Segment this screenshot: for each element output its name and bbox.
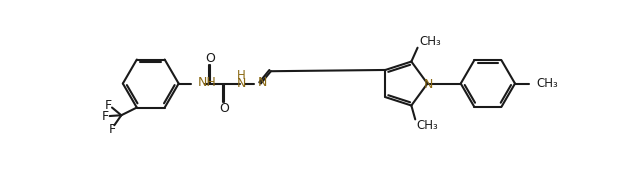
Text: N: N [423, 78, 433, 91]
Text: F: F [104, 99, 112, 112]
Text: O: O [205, 52, 215, 65]
Text: H: H [237, 69, 246, 82]
Text: CH₃: CH₃ [419, 35, 441, 48]
Text: CH₃: CH₃ [537, 77, 558, 90]
Text: O: O [220, 102, 230, 115]
Text: NH: NH [198, 75, 217, 89]
Text: F: F [102, 109, 109, 123]
Text: N: N [258, 76, 267, 89]
Text: F: F [109, 123, 117, 136]
Text: CH₃: CH₃ [417, 119, 439, 132]
Text: N: N [237, 77, 246, 90]
